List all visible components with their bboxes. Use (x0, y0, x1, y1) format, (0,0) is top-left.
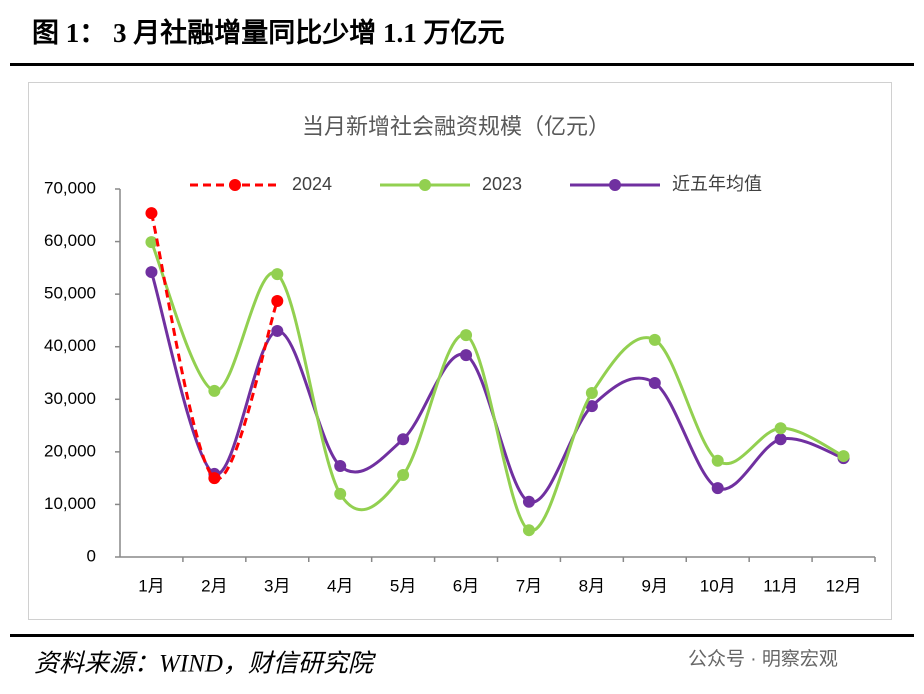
data-point (271, 294, 284, 307)
chart-frame (28, 82, 892, 620)
x-tick-label: 12月 (826, 576, 862, 595)
y-tick-label: 0 (87, 546, 96, 565)
data-point (397, 468, 410, 481)
data-point (522, 524, 535, 537)
legend-marker (229, 179, 241, 191)
data-point (711, 482, 724, 495)
source-note: 资料来源：WIND，财信研究院 (34, 650, 377, 678)
data-point (145, 207, 158, 220)
chart-title: 当月新增社会融资规模（亿元） (302, 114, 610, 139)
x-tick-label: 8月 (579, 576, 605, 595)
y-tick-label: 70,000 (44, 178, 96, 197)
data-point (648, 333, 661, 346)
series-line (150, 241, 845, 532)
x-tick-label: 2月 (201, 576, 227, 595)
data-point (837, 450, 850, 463)
legend-marker (609, 179, 621, 191)
y-tick-label: 10,000 (44, 494, 96, 513)
x-tick-label: 1月 (138, 576, 164, 595)
x-tick-label: 5月 (390, 576, 416, 595)
data-point (145, 236, 158, 249)
x-tick-label: 3月 (264, 576, 290, 595)
y-tick-label: 60,000 (44, 231, 96, 250)
data-point (648, 376, 661, 389)
data-point (711, 454, 724, 467)
top-rule (10, 63, 914, 66)
y-tick-label: 40,000 (44, 336, 96, 355)
legend-label: 近五年均值 (672, 174, 762, 194)
x-tick-label: 6月 (453, 576, 479, 595)
data-point (145, 266, 158, 279)
data-point (774, 433, 787, 446)
data-point (334, 487, 347, 500)
y-tick-label: 20,000 (44, 441, 96, 460)
x-tick-label: 4月 (327, 576, 353, 595)
data-point (585, 400, 598, 413)
x-tick-label: 9月 (642, 576, 668, 595)
bottom-rule (10, 634, 914, 637)
data-point (271, 268, 284, 281)
data-point (208, 472, 221, 485)
data-point (397, 433, 410, 446)
data-point (271, 324, 284, 337)
plot: 0 10,000 20,000 30,000 40,000 50,000 60,000 70,… (44, 174, 876, 595)
legend-label: 2023 (482, 174, 522, 194)
figure-title: 图 1： 3 月社融增量同比少增 1.1 万亿元 (32, 17, 505, 48)
data-point (460, 329, 473, 342)
data-point (460, 349, 473, 362)
data-point (522, 495, 535, 508)
data-point (208, 384, 221, 397)
y-tick-label: 30,000 (44, 389, 96, 408)
x-tick-label: 11月 (763, 576, 798, 595)
y-tick-label: 50,000 (44, 284, 96, 303)
data-point (585, 386, 598, 399)
x-tick-label: 7月 (516, 576, 542, 595)
data-point (334, 460, 347, 473)
data-point (774, 422, 787, 435)
x-tick-label: 10月 (700, 576, 736, 595)
legend-label: 2024 (292, 174, 332, 194)
watermark: 公众号 · 明察宏观 (688, 648, 838, 670)
legend-marker (419, 179, 431, 191)
